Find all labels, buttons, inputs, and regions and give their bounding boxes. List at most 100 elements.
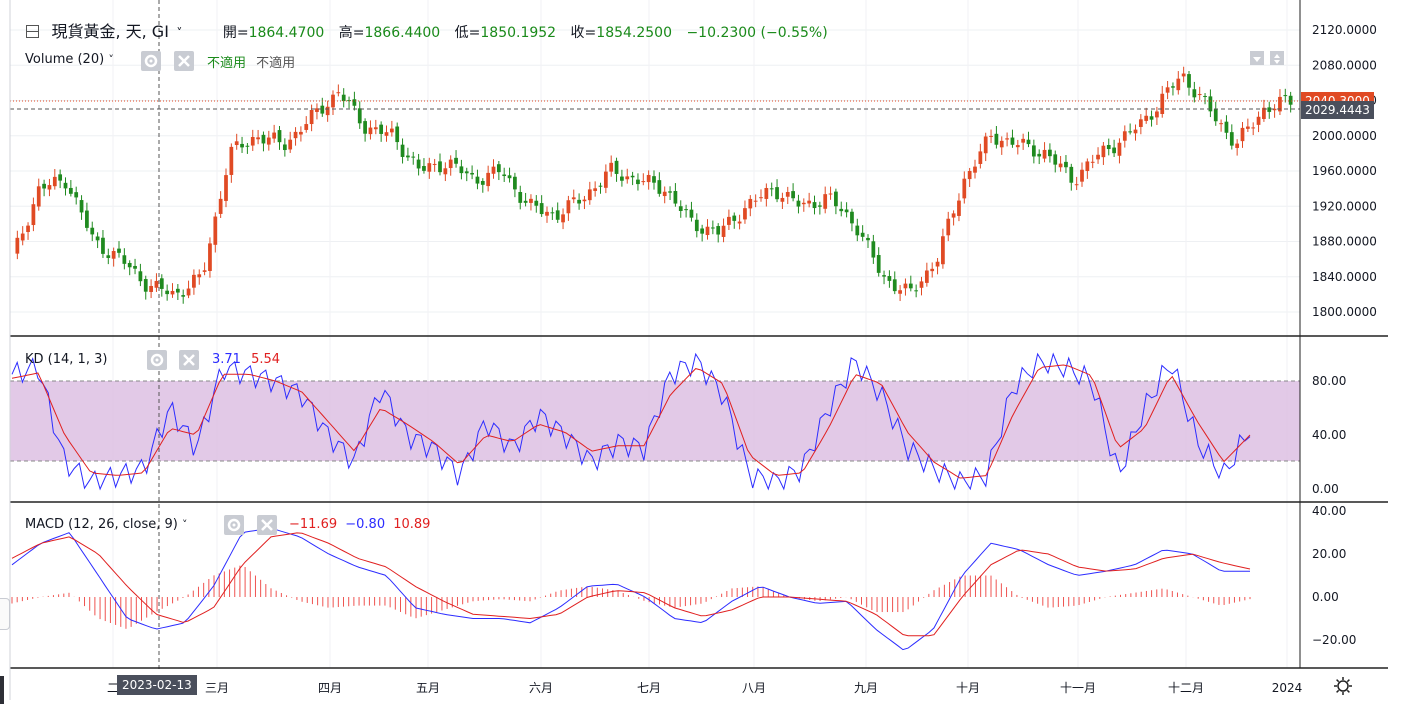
candle-body (764, 187, 769, 199)
candle-body (122, 255, 127, 264)
candle-body (1245, 126, 1250, 129)
time-axis-label: 十一月 (1060, 681, 1096, 695)
candle-body (288, 139, 293, 150)
candle-body (234, 141, 239, 146)
candle-body (341, 94, 346, 102)
candle-body (1133, 129, 1138, 134)
candle-body (143, 279, 148, 292)
candle-body (1272, 108, 1277, 111)
price-axis-label: 1840.0000 (1312, 270, 1377, 284)
axis-ticks: 2120.00002080.00002040.00002000.00001960… (107, 23, 1377, 695)
chevron-down-icon[interactable]: ˅ (108, 53, 114, 66)
candle-body (1005, 138, 1009, 140)
candle-body (1165, 87, 1170, 93)
candle-body (855, 225, 860, 236)
candle-body (903, 283, 908, 289)
candle-body (1117, 142, 1122, 156)
candle-body (432, 163, 437, 165)
time-axis-label: 七月 (637, 681, 661, 695)
macd-value-3: 10.89 (393, 517, 431, 532)
candle-body (363, 121, 367, 134)
crosshair-date-tag: 2023-02-13 (117, 675, 197, 695)
candle-body (759, 197, 763, 199)
scale-updown-icon[interactable] (1270, 51, 1284, 65)
chevron-down-icon[interactable]: ˅ (176, 26, 183, 40)
macd-axis-label: 0.00 (1312, 590, 1339, 604)
candle-body (780, 197, 785, 202)
volume-legend[interactable]: Volume (20) ˅ (25, 52, 114, 67)
candle-body (31, 204, 36, 226)
candle-body (518, 191, 523, 203)
candle-body (550, 212, 555, 214)
left-scroll-handle[interactable] (0, 598, 10, 630)
macd-label[interactable]: MACD (12, 26, close, 9) (25, 517, 178, 532)
gear-icon[interactable] (224, 515, 244, 535)
left-edge-marker (0, 676, 4, 704)
close-label: 收= (570, 25, 597, 41)
macd-value-2: −0.80 (345, 517, 386, 532)
candle-body (689, 209, 694, 218)
kd-label[interactable]: KD (14, 1, 3) (25, 352, 108, 367)
price-axis-label: 1880.0000 (1312, 235, 1377, 249)
candle-body (732, 215, 737, 221)
volume-label[interactable]: Volume (20) (25, 52, 105, 67)
candle-body (625, 176, 630, 180)
candle-body (887, 276, 892, 281)
candle-body (250, 137, 255, 146)
candle-body (1283, 95, 1288, 97)
chevron-down-icon[interactable]: ˅ (182, 518, 188, 531)
close-value: 1854.2500 (596, 25, 672, 41)
candle-body (1224, 121, 1229, 133)
candle-body (1064, 161, 1068, 168)
candle-body (464, 171, 469, 174)
volume-value-1: 不適用 (207, 56, 247, 71)
kd-d-line (11, 364, 1251, 479)
candle-body (871, 241, 876, 258)
candle-body (470, 172, 474, 175)
candle-body (15, 237, 20, 254)
candle-body (951, 213, 956, 218)
settings-gear-icon[interactable] (1333, 676, 1353, 696)
close-icon[interactable] (179, 350, 199, 370)
candle-body (133, 265, 137, 269)
candle-body (1031, 145, 1036, 157)
kd-lines (11, 352, 1251, 491)
candle-body (716, 226, 721, 235)
symbol-title[interactable]: 現貨黃金, 天, GI (51, 22, 169, 41)
kd-legend[interactable]: KD (14, 1, 3) (25, 352, 107, 367)
candle-body (860, 232, 865, 237)
close-icon[interactable] (174, 51, 194, 71)
candle-body (866, 237, 870, 241)
candle-body (111, 251, 116, 259)
candle-body (138, 271, 143, 282)
low-label: 低= (454, 25, 481, 41)
candle-body (1181, 73, 1186, 77)
candle-body (1262, 107, 1266, 119)
candle-body (775, 187, 779, 200)
candle-body (705, 226, 710, 236)
macd-line (11, 527, 1250, 651)
candle-body (1128, 131, 1133, 133)
candle-body (165, 290, 170, 295)
candle-body (240, 143, 244, 148)
gear-icon[interactable] (141, 51, 161, 71)
gear-icon[interactable] (147, 350, 167, 370)
candle-body (834, 191, 838, 207)
candle-body (26, 225, 30, 233)
scale-down-icon[interactable] (1250, 51, 1264, 65)
candle-body (58, 174, 63, 181)
candle-body (989, 135, 993, 137)
candle-body (368, 127, 373, 135)
candle-body (839, 208, 844, 212)
minus-square-icon[interactable] (26, 25, 39, 38)
candle-body (523, 200, 528, 203)
candle-body (1235, 143, 1240, 148)
candle-body (261, 134, 266, 144)
macd-legend[interactable]: MACD (12, 26, close, 9) ˅ (25, 517, 188, 532)
candle-body (529, 198, 533, 203)
candle-body (807, 200, 812, 204)
close-icon[interactable] (257, 515, 277, 535)
candle-body (304, 124, 309, 130)
